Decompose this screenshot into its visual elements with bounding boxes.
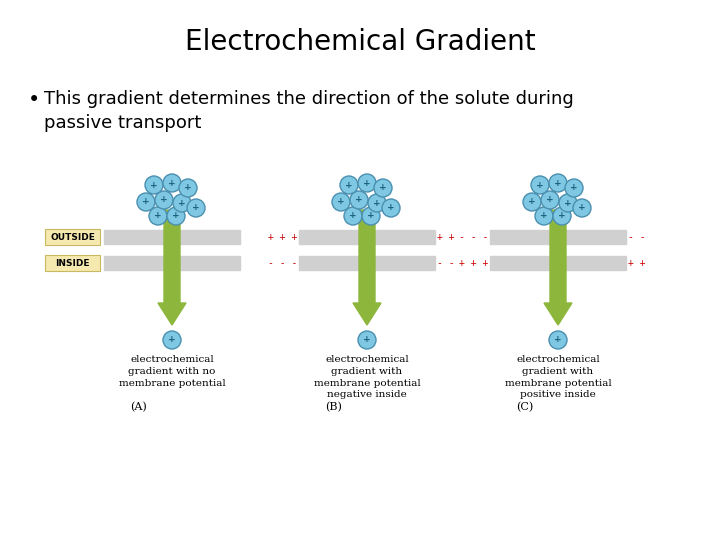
Circle shape — [173, 194, 191, 212]
Text: +: + — [379, 184, 387, 192]
Text: +: + — [150, 180, 158, 190]
Circle shape — [358, 331, 376, 349]
Text: +: + — [355, 195, 363, 205]
Text: +: + — [184, 184, 192, 192]
Circle shape — [523, 193, 541, 211]
Bar — [490, 256, 626, 270]
Circle shape — [531, 176, 549, 194]
Bar — [299, 256, 435, 270]
Bar — [490, 230, 626, 244]
Circle shape — [565, 179, 583, 197]
Bar — [104, 230, 240, 244]
Text: +: + — [337, 198, 345, 206]
Circle shape — [382, 199, 400, 217]
Text: +: + — [546, 195, 554, 205]
Circle shape — [340, 176, 358, 194]
Circle shape — [374, 179, 392, 197]
Circle shape — [573, 199, 591, 217]
Text: +: + — [172, 212, 180, 220]
Text: •: • — [28, 90, 40, 110]
FancyArrow shape — [544, 210, 572, 325]
Circle shape — [167, 207, 185, 225]
Text: +: + — [578, 204, 586, 213]
Text: +: + — [528, 198, 536, 206]
Circle shape — [344, 207, 362, 225]
Text: +: + — [142, 198, 150, 206]
Circle shape — [179, 179, 197, 197]
FancyBboxPatch shape — [45, 255, 100, 271]
Text: (B): (B) — [325, 402, 342, 413]
Text: - -: - - — [437, 258, 454, 268]
Circle shape — [155, 191, 173, 209]
Circle shape — [350, 191, 368, 209]
Text: +: + — [558, 212, 566, 220]
Text: +: + — [536, 180, 544, 190]
Text: +: + — [160, 195, 168, 205]
Text: electrochemical
gradient with no
membrane potential: electrochemical gradient with no membran… — [119, 355, 225, 388]
Text: +: + — [363, 179, 371, 187]
Text: Electrochemical Gradient: Electrochemical Gradient — [185, 28, 535, 56]
Text: + +: + + — [628, 258, 646, 268]
Circle shape — [368, 194, 386, 212]
Text: +: + — [554, 179, 562, 187]
Circle shape — [332, 193, 350, 211]
Circle shape — [362, 207, 380, 225]
Bar — [299, 230, 435, 244]
Text: + + +: + + + — [268, 232, 297, 242]
Circle shape — [163, 174, 181, 192]
Circle shape — [137, 193, 155, 211]
Text: +: + — [373, 199, 381, 207]
Text: INSIDE: INSIDE — [55, 259, 90, 267]
Bar — [104, 256, 240, 270]
Circle shape — [553, 207, 571, 225]
Text: +: + — [363, 335, 371, 345]
Text: + +: + + — [437, 232, 454, 242]
Circle shape — [163, 331, 181, 349]
Text: - - -: - - - — [268, 258, 297, 268]
Circle shape — [549, 174, 567, 192]
Text: - - -: - - - — [459, 232, 488, 242]
Text: +: + — [554, 335, 562, 345]
Text: +: + — [168, 335, 176, 345]
Text: (C): (C) — [516, 402, 534, 413]
Text: +: + — [564, 199, 572, 207]
Text: +: + — [367, 212, 375, 220]
Circle shape — [541, 191, 559, 209]
Circle shape — [358, 174, 376, 192]
FancyBboxPatch shape — [45, 229, 100, 245]
Circle shape — [145, 176, 163, 194]
Circle shape — [535, 207, 553, 225]
Text: +: + — [570, 184, 578, 192]
Text: +: + — [192, 204, 200, 213]
Text: +: + — [178, 199, 186, 207]
Text: +: + — [349, 212, 357, 220]
Circle shape — [187, 199, 205, 217]
Text: +: + — [387, 204, 395, 213]
Circle shape — [149, 207, 167, 225]
Text: (A): (A) — [130, 402, 147, 413]
Text: electrochemical
gradient with
membrane potential
negative inside: electrochemical gradient with membrane p… — [314, 355, 420, 400]
FancyArrow shape — [353, 210, 381, 325]
Text: + + +: + + + — [459, 258, 488, 268]
Text: +: + — [540, 212, 548, 220]
Text: +: + — [345, 180, 353, 190]
Text: +: + — [154, 212, 162, 220]
Circle shape — [559, 194, 577, 212]
Text: This gradient determines the direction of the solute during
passive transport: This gradient determines the direction o… — [44, 90, 574, 132]
Circle shape — [549, 331, 567, 349]
Text: OUTSIDE: OUTSIDE — [50, 233, 95, 241]
Text: electrochemical
gradient with
membrane potential
positive inside: electrochemical gradient with membrane p… — [505, 355, 611, 400]
Text: +: + — [168, 179, 176, 187]
Text: - -: - - — [628, 232, 646, 242]
FancyArrow shape — [158, 210, 186, 325]
